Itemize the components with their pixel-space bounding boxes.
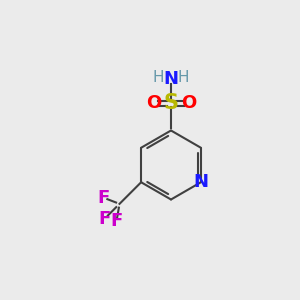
Text: F: F xyxy=(98,189,110,207)
Text: O: O xyxy=(181,94,196,112)
Text: H: H xyxy=(178,70,189,86)
Text: N: N xyxy=(164,70,178,88)
Text: N: N xyxy=(194,173,208,191)
Text: O: O xyxy=(146,94,161,112)
Text: S: S xyxy=(164,94,178,113)
Text: F: F xyxy=(98,210,111,228)
Text: F: F xyxy=(110,212,123,230)
Text: H: H xyxy=(153,70,164,86)
